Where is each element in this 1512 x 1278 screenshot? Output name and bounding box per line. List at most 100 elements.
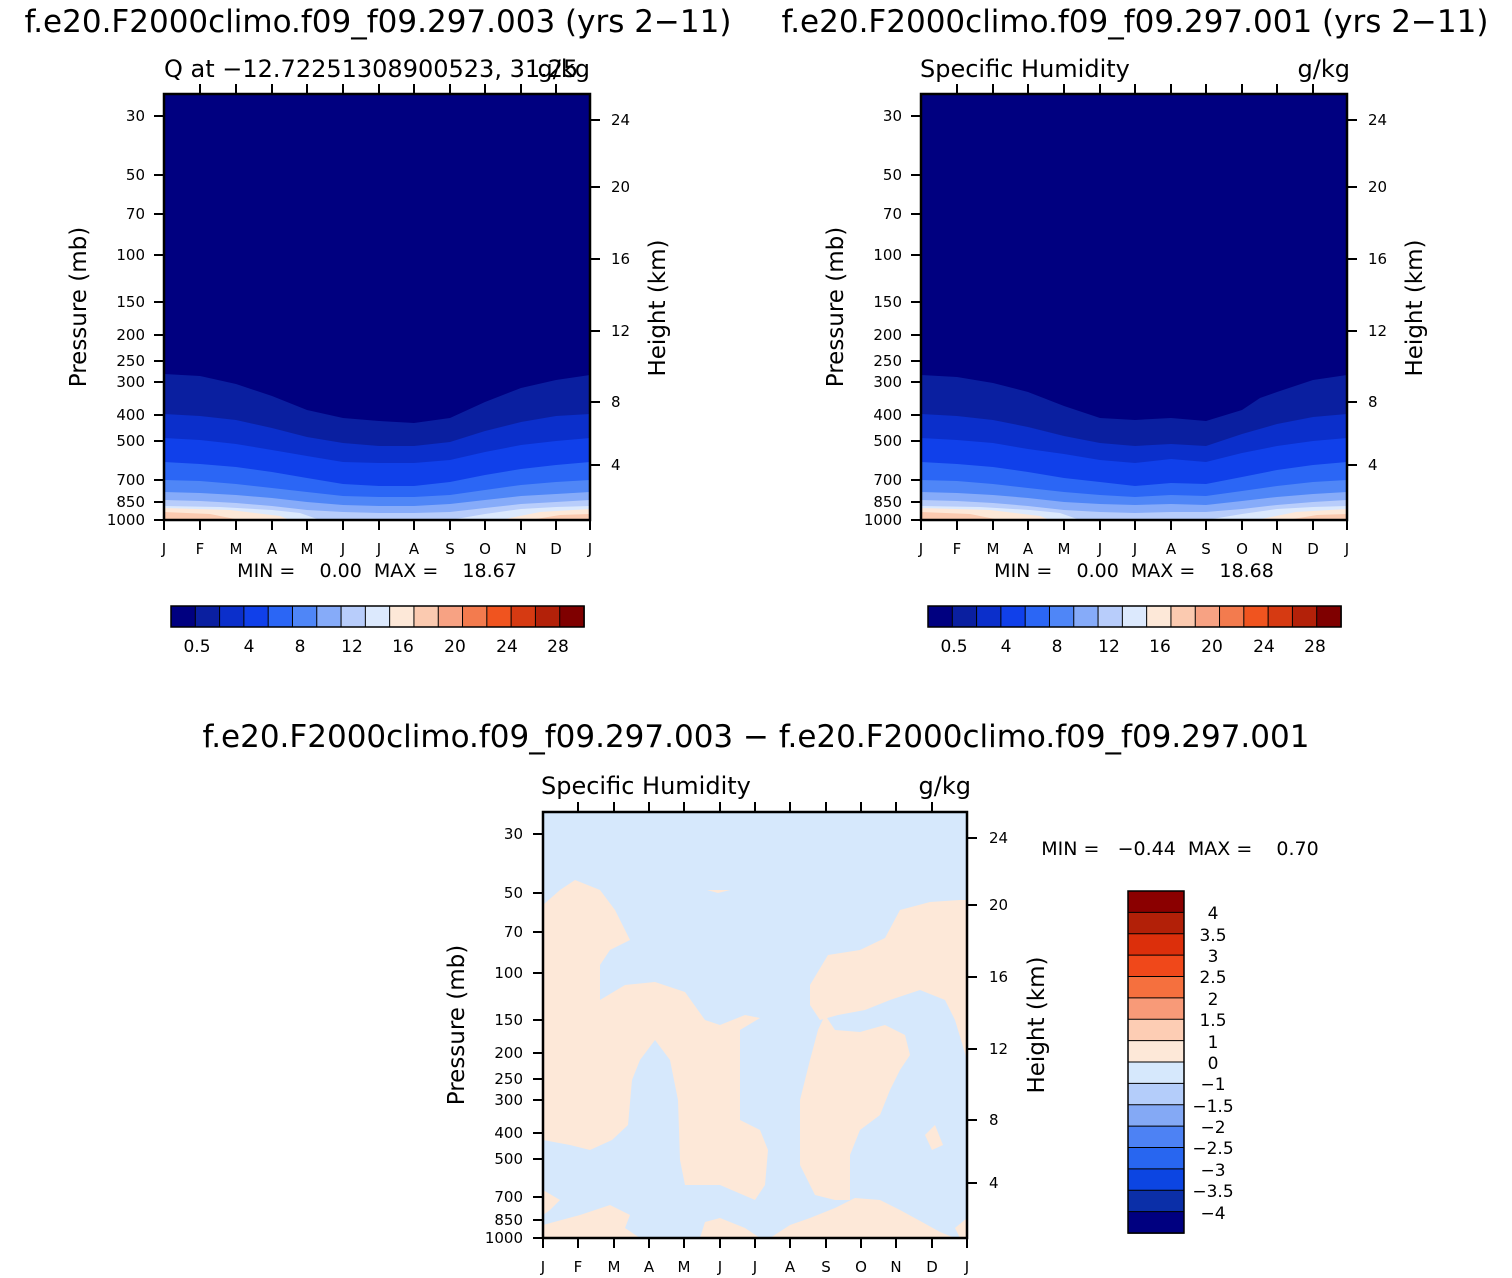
colorbar-swatch — [1291, 605, 1318, 628]
x-tick-label: O — [479, 540, 491, 558]
y-tick-label: 400 — [494, 1124, 523, 1142]
height-tick-label: 8 — [611, 393, 621, 411]
x-tick-label: N — [1271, 540, 1282, 558]
panel-3-ylabel: Pressure (mb) — [444, 945, 470, 1105]
colorbar-label: 12 — [1098, 637, 1120, 657]
panel-3-min-max: MIN = −0.44 MAX = 0.70 — [1041, 838, 1318, 860]
x-tick-label: M — [230, 540, 243, 558]
y-tick-label: 50 — [883, 166, 902, 184]
colorbar-label: 4 — [244, 637, 255, 657]
panel-2-ylabel: Pressure (mb) — [823, 227, 849, 387]
colorbar-swatch — [559, 605, 585, 628]
colorbar-swatch — [316, 605, 342, 628]
panel-2: f.e20.F2000climo.f09_f09.297.001 (yrs 2−… — [782, 4, 1489, 657]
y-tick-label: 150 — [494, 1011, 523, 1029]
y-tick-label: 100 — [873, 246, 902, 264]
x-tick-label: J — [964, 1258, 969, 1276]
panel-3-right-ticks — [967, 837, 977, 1184]
height-tick-label: 8 — [989, 1111, 999, 1129]
x-tick-label: S — [1201, 540, 1211, 558]
x-tick-label: M — [987, 540, 1000, 558]
colorbar-swatch — [1243, 605, 1269, 628]
x-tick-label: A — [785, 1258, 796, 1276]
colorbar-swatch — [1267, 605, 1294, 628]
colorbar-swatch — [1127, 1189, 1185, 1213]
height-tick-label: 20 — [611, 178, 630, 196]
colorbar-swatch — [194, 605, 221, 628]
height-tick-label: 20 — [989, 896, 1008, 914]
colorbar-swatch — [340, 605, 367, 628]
panel-1-height-tick-labels: 24 20 16 12 8 4 — [611, 111, 630, 474]
colorbar-label: −3.5 — [1192, 1182, 1233, 1202]
colorbar-label: 2.5 — [1199, 968, 1226, 988]
colorbar-swatch — [1121, 605, 1148, 628]
panel-2-ylabel-right: Height (km) — [1402, 239, 1428, 376]
height-tick-label: 12 — [989, 1040, 1008, 1058]
colorbar-label: 2 — [1208, 990, 1219, 1010]
colorbar-swatch — [1127, 1018, 1185, 1042]
y-tick-label: 30 — [883, 107, 902, 125]
panel-1-y-tick-labels: 30 50 70 100 150 200 250 300 400 500 700… — [107, 107, 145, 529]
height-tick-label: 24 — [989, 829, 1008, 847]
y-tick-label: 30 — [126, 107, 145, 125]
y-tick-label: 400 — [873, 406, 902, 424]
colorbar-swatch — [1048, 605, 1075, 628]
colorbar-swatch — [1127, 1147, 1185, 1170]
panel-2-left-label: Specific Humidity — [920, 55, 1130, 83]
panel-2-min-max: MIN = 0.00 MAX = 18.68 — [994, 560, 1274, 582]
colorbar-swatch — [1024, 605, 1051, 628]
colorbar-swatch — [1127, 954, 1185, 978]
x-tick-label: J — [540, 1258, 545, 1276]
height-tick-label: 8 — [1368, 393, 1378, 411]
colorbar-swatch — [1170, 605, 1197, 628]
panel-1-contour-field — [164, 94, 590, 520]
x-tick-label: M — [678, 1258, 691, 1276]
colorbar-swatch — [1316, 605, 1342, 628]
y-tick-label: 300 — [494, 1091, 523, 1109]
panel-3: f.e20.F2000climo.f09_f09.297.003 − f.e20… — [203, 719, 1319, 1276]
y-tick-label: 300 — [873, 373, 902, 391]
colorbar-label: 8 — [1052, 637, 1063, 657]
panel-3-ylabel-right: Height (km) — [1024, 956, 1050, 1093]
y-tick-label: 70 — [504, 923, 523, 941]
colorbar-swatch — [462, 605, 488, 628]
colorbar-label: 20 — [444, 637, 466, 657]
colorbar-swatch — [1127, 1104, 1185, 1127]
colorbar-swatch — [1219, 605, 1245, 628]
colorbar-label: −4 — [1200, 1204, 1225, 1224]
panel-2-top-ticks — [956, 84, 1314, 94]
colorbar-label: 1 — [1208, 1033, 1219, 1053]
colorbar-swatch — [1127, 890, 1185, 914]
colorbar-label: 28 — [547, 637, 569, 657]
panel-3-colorbar: 4 3.5 3 2.5 2 1.5 1 0 −1 −1.5 −2 −2.5 −3… — [1127, 890, 1234, 1234]
colorbar-label: 4 — [1001, 637, 1012, 657]
height-tick-label: 24 — [1368, 111, 1387, 129]
x-tick-label: A — [409, 540, 420, 558]
panel-1-colorbar: 0.5 4 8 12 16 20 24 28 — [170, 605, 585, 657]
y-tick-label: 100 — [116, 246, 145, 264]
x-tick-label: M — [1058, 540, 1071, 558]
panel-3-colorbar-swatches — [1127, 890, 1185, 1234]
y-tick-label: 70 — [883, 205, 902, 223]
colorbar-swatch — [510, 605, 537, 628]
colorbar-swatch — [219, 605, 245, 628]
height-tick-label: 16 — [611, 250, 630, 268]
colorbar-label: −2 — [1200, 1118, 1225, 1138]
x-tick-label: J — [1097, 540, 1102, 558]
colorbar-swatch — [1097, 605, 1124, 628]
y-tick-label: 300 — [116, 373, 145, 391]
x-tick-label: N — [515, 540, 526, 558]
panel-1-bottom-ticks — [163, 520, 591, 530]
colorbar-label: 0.5 — [940, 637, 967, 657]
height-tick-label: 4 — [1368, 456, 1378, 474]
x-tick-label: A — [1023, 540, 1034, 558]
height-tick-label: 16 — [989, 968, 1008, 986]
colorbar-swatch — [1000, 605, 1026, 628]
y-tick-label: 200 — [116, 326, 145, 344]
panel-1-left-label: Q at −12.72251308900523, 31.25 — [164, 55, 578, 83]
x-tick-label: O — [855, 1258, 867, 1276]
colorbar-label: 28 — [1304, 637, 1326, 657]
panel-1: f.e20.F2000climo.f09_f09.297.003 (yrs 2−… — [25, 4, 732, 657]
panel-2-height-tick-labels: 24 20 16 12 8 4 — [1368, 111, 1387, 474]
x-tick-label: F — [574, 1258, 583, 1276]
